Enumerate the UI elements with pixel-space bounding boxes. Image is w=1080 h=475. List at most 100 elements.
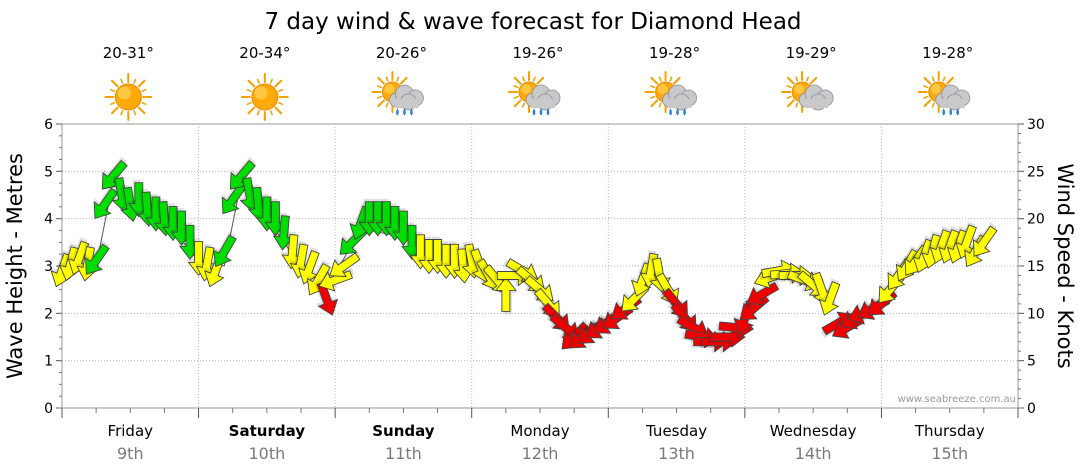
day-name: Monday xyxy=(510,422,569,440)
wind-arrow-body xyxy=(972,225,998,257)
wind-arrow xyxy=(318,267,355,292)
temp-range: 20-26° xyxy=(376,44,427,62)
sun-ray xyxy=(246,101,252,106)
sun-ray xyxy=(786,85,792,89)
sun-ray xyxy=(246,88,252,93)
temp-range: 20-31° xyxy=(103,44,154,62)
sun-ray xyxy=(513,95,519,99)
sun-ray xyxy=(650,76,659,85)
day-date: 12th xyxy=(522,444,559,463)
wind-arrow-body xyxy=(549,312,580,339)
day-name: Wednesday xyxy=(770,422,857,440)
day-name: Sunday xyxy=(372,422,435,440)
sun-ray xyxy=(109,88,116,93)
sun-ray xyxy=(809,76,818,85)
wind-arrow xyxy=(494,276,518,315)
sun-ray xyxy=(513,99,522,108)
sun-ray xyxy=(805,76,810,82)
sunny-icon xyxy=(104,73,153,121)
sun-ray xyxy=(513,85,519,89)
sun-ray xyxy=(377,99,385,108)
right-axis-title: Wind Speed - Knots xyxy=(1053,163,1077,368)
sun-ray xyxy=(923,76,932,85)
sun-highlight xyxy=(384,84,395,94)
rain-drop xyxy=(539,108,543,116)
sun-ray xyxy=(247,106,256,115)
sun-ray xyxy=(399,76,408,85)
sunny-icon xyxy=(240,73,289,121)
sun-cloud-rain-icon xyxy=(508,71,561,116)
right-tick-label: 20 xyxy=(1027,212,1045,228)
wind-arrow-body xyxy=(329,252,361,277)
day-name: Thursday xyxy=(914,422,985,440)
rain-drop xyxy=(546,108,550,116)
temp-range: 19-26° xyxy=(512,44,563,62)
left-tick-label: 2 xyxy=(44,306,53,322)
rain-drop xyxy=(396,108,399,116)
left-tick-label: 5 xyxy=(44,164,53,180)
chart-title: 7 day wind & wave forecast for Diamond H… xyxy=(264,9,801,35)
sun-ray xyxy=(658,102,662,108)
left-tick-label: 4 xyxy=(44,212,53,228)
sun-cloud-rain-icon xyxy=(371,71,424,116)
wave-height-axis: 0 1 2 3 4 5 6 xyxy=(44,117,62,417)
sun-highlight xyxy=(521,84,531,94)
rain-drop xyxy=(942,108,946,116)
sun-ray xyxy=(120,78,124,84)
temp-range: 19-28° xyxy=(649,44,700,62)
wind-arrow xyxy=(93,184,119,220)
rain-drop xyxy=(949,108,953,116)
wind-arrow xyxy=(451,245,475,284)
right-tick-label: 5 xyxy=(1027,354,1036,370)
wind-arrow xyxy=(314,279,339,316)
sun-ray xyxy=(376,85,383,89)
sun-ray xyxy=(141,88,147,93)
sun-ray xyxy=(385,102,389,108)
wind-arrow xyxy=(329,249,362,277)
wind-arrow xyxy=(972,222,998,257)
rain-drop xyxy=(956,108,960,116)
day-date: 13th xyxy=(658,444,695,463)
left-tick-label: 3 xyxy=(44,259,53,275)
wind-arrow-body xyxy=(494,276,517,312)
day-date: 11th xyxy=(385,444,422,463)
wind-arrow-body xyxy=(93,187,119,220)
wind-arrow-body xyxy=(85,243,110,275)
sun-ray xyxy=(137,106,146,115)
rain-drop xyxy=(403,108,406,116)
sun-ray xyxy=(522,102,526,108)
cloud-shape xyxy=(389,84,424,111)
cloud-base xyxy=(394,99,419,108)
sun-ray xyxy=(274,106,283,115)
sun-ray xyxy=(923,85,929,89)
sun-highlight xyxy=(254,86,268,100)
day-date: 10th xyxy=(248,444,285,463)
sun-ray xyxy=(133,110,137,116)
left-tick-label: 6 xyxy=(44,117,53,133)
sun-ray xyxy=(277,88,284,93)
sun-ray xyxy=(247,79,256,88)
sun-ray xyxy=(269,78,273,84)
sun-ray xyxy=(377,76,385,85)
day-name: Tuesday xyxy=(645,422,707,440)
sun-ray xyxy=(931,102,935,108)
left-axis-title: Wave Height - Metres xyxy=(3,153,27,379)
temp-range: 20-34° xyxy=(239,44,290,62)
wind-arrow-body xyxy=(818,281,841,316)
sun-ray xyxy=(111,106,119,115)
sun-ray xyxy=(946,76,954,85)
rain-drop xyxy=(683,108,686,116)
sun-ray xyxy=(532,76,536,82)
right-tick-label: 15 xyxy=(1027,259,1045,275)
wind-arrow xyxy=(212,231,237,268)
wind-arrow-layer xyxy=(50,156,998,354)
sun-ray xyxy=(786,95,792,99)
sun-ray xyxy=(669,76,673,82)
sun-ray xyxy=(385,76,389,82)
sun-ray xyxy=(923,95,929,99)
sun-ray xyxy=(650,85,656,89)
cloud-shape xyxy=(525,84,561,111)
temp-range: 19-28° xyxy=(922,44,973,62)
left-tick-label: 0 xyxy=(44,401,53,417)
